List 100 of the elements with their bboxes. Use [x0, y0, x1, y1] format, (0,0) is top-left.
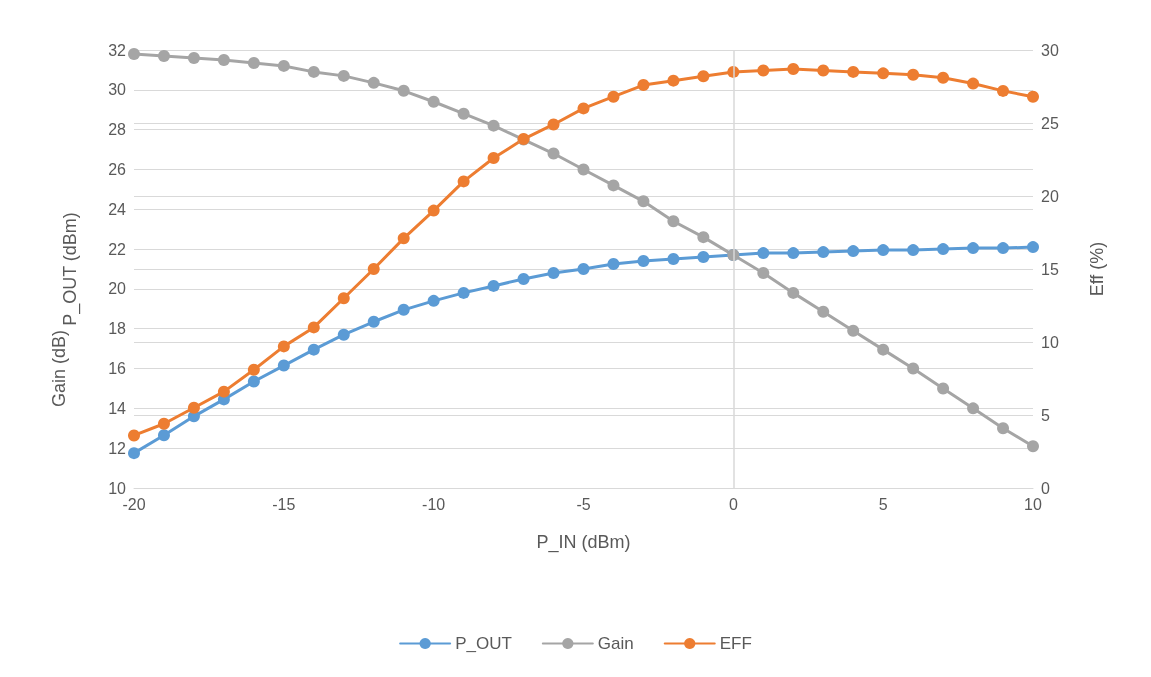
point — [847, 245, 860, 258]
point — [667, 74, 680, 87]
point — [637, 79, 650, 92]
point — [397, 303, 410, 316]
point — [337, 328, 350, 341]
y2-tick-label: 10 — [1041, 333, 1059, 351]
y-tick-label: 18 — [108, 320, 127, 338]
point — [217, 53, 230, 66]
point — [337, 292, 350, 305]
x-tick-label: 5 — [878, 495, 888, 513]
x-tick-label: -10 — [422, 495, 446, 513]
point — [937, 243, 950, 256]
point — [697, 231, 710, 244]
point — [157, 49, 170, 62]
point — [577, 102, 590, 115]
point — [307, 343, 320, 356]
point — [697, 251, 710, 264]
y2-tick-label: 0 — [1041, 479, 1050, 497]
point — [787, 62, 800, 75]
point — [277, 340, 290, 353]
point — [128, 47, 140, 60]
y2-tick-label: 20 — [1041, 187, 1059, 205]
point — [247, 363, 260, 376]
point — [217, 385, 230, 398]
y2-tick-label: 30 — [1041, 41, 1059, 59]
x-tick-label: 0 — [728, 495, 738, 513]
x-axis-title: P_IN (dBm) — [536, 532, 631, 553]
point — [847, 65, 860, 78]
y-tick-label: 14 — [108, 399, 127, 417]
point — [997, 422, 1010, 435]
point — [427, 204, 440, 217]
point — [997, 84, 1010, 97]
y-tick-label: 22 — [108, 240, 127, 258]
point — [307, 65, 320, 78]
point — [1027, 241, 1039, 254]
point — [817, 64, 830, 77]
point — [427, 95, 440, 108]
point — [757, 64, 770, 77]
legend-label: EFF — [719, 634, 752, 653]
x-tick-label: -20 — [122, 495, 146, 513]
point — [367, 315, 380, 328]
y-axis-title: P_OUT (dBm) — [60, 212, 81, 326]
text: Gain (dB) — [49, 330, 69, 408]
point — [247, 375, 260, 388]
point — [487, 279, 500, 292]
point — [277, 359, 290, 372]
point — [667, 215, 680, 228]
point — [487, 152, 500, 165]
y-tick-label: 32 — [108, 41, 127, 59]
point — [937, 71, 950, 84]
point — [607, 258, 620, 271]
point — [817, 246, 830, 259]
point — [757, 266, 770, 279]
point — [427, 294, 440, 307]
point — [128, 447, 140, 460]
point — [577, 163, 590, 176]
y-tick-label: 28 — [108, 121, 127, 139]
point — [1027, 440, 1039, 453]
point — [907, 244, 920, 257]
y-tick-label: 20 — [108, 280, 127, 298]
y2-axis-title: Eff (%) — [1087, 241, 1107, 297]
point — [187, 51, 200, 64]
y-tick-label: 12 — [108, 439, 127, 457]
point — [997, 242, 1010, 255]
point — [157, 429, 170, 442]
point — [847, 324, 860, 337]
point — [637, 195, 650, 208]
point — [307, 321, 320, 334]
point — [937, 382, 950, 395]
point — [1027, 90, 1039, 103]
point — [547, 266, 560, 279]
y2-tick-label: 25 — [1041, 114, 1059, 132]
point — [907, 68, 920, 81]
y-tick-label: 16 — [108, 360, 127, 378]
point — [547, 147, 560, 160]
y2-tick-label: 15 — [1041, 260, 1059, 278]
point — [787, 286, 800, 299]
point — [457, 286, 470, 299]
point — [817, 305, 830, 318]
point — [367, 263, 380, 275]
y-tick-label: 30 — [108, 81, 127, 99]
point — [967, 77, 980, 90]
point — [577, 263, 590, 275]
point — [337, 69, 350, 82]
point — [787, 247, 800, 260]
x-tick-label: 10 — [1024, 495, 1042, 513]
x-tick-label: -5 — [576, 495, 591, 513]
y-tick-label: 24 — [108, 200, 127, 218]
point — [697, 70, 710, 83]
point — [457, 175, 470, 188]
point — [157, 417, 170, 430]
y2-tick-label: 5 — [1041, 406, 1050, 424]
point — [967, 242, 980, 255]
point — [517, 272, 530, 285]
point — [607, 90, 620, 103]
legend-label: Gain — [597, 634, 634, 653]
point — [247, 56, 260, 69]
point — [187, 401, 200, 414]
point — [457, 107, 470, 120]
point — [367, 76, 380, 89]
